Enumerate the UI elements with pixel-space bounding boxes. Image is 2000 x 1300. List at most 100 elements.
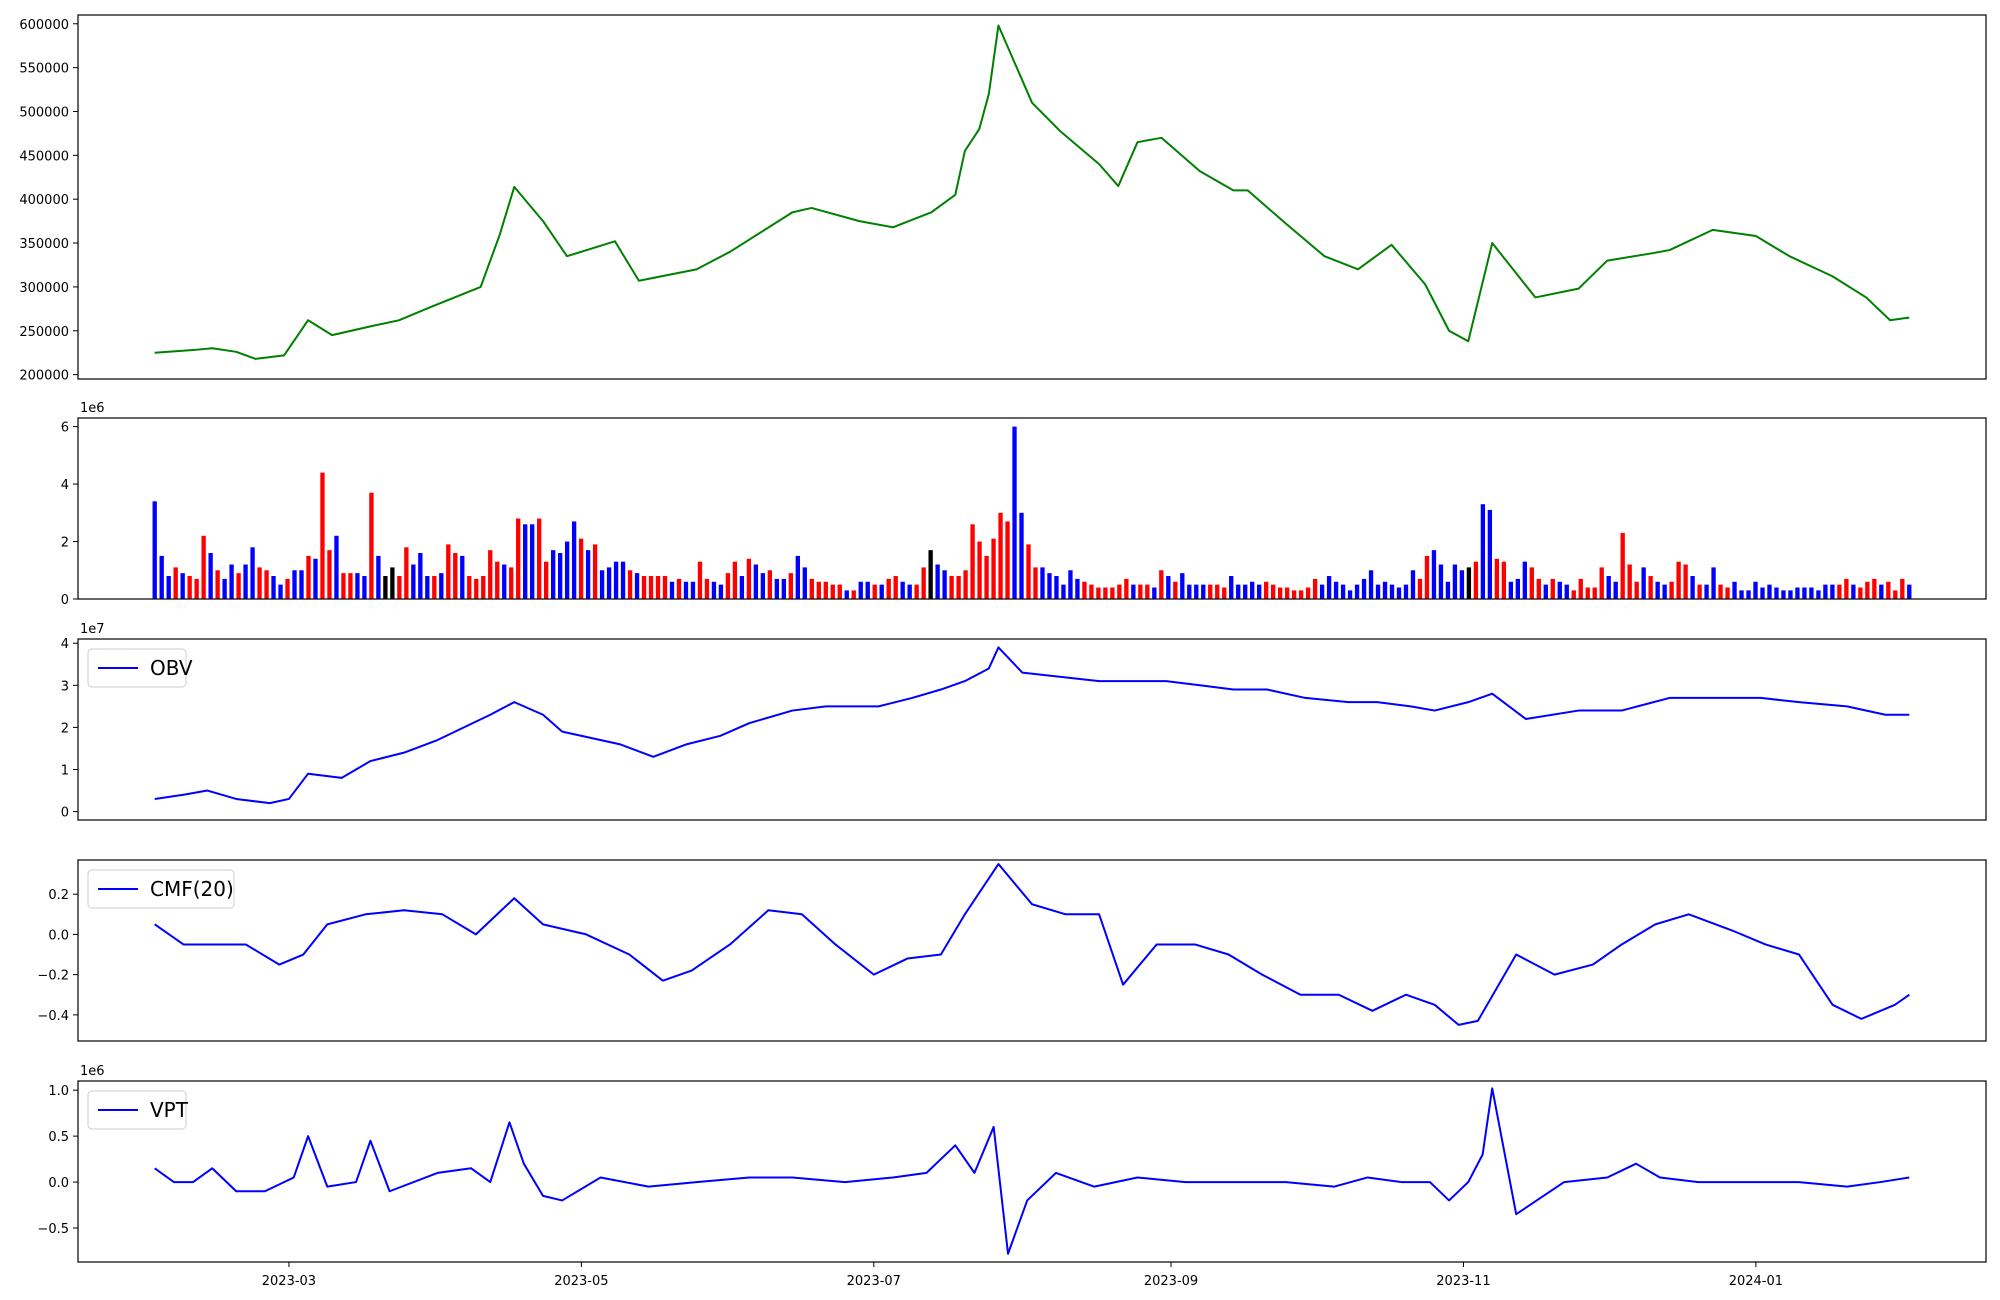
volume-bar [760, 573, 766, 599]
volume-bar [1683, 564, 1688, 599]
volume-bar [1907, 584, 1912, 599]
volume-bar [1291, 590, 1297, 599]
volume-bar [718, 584, 724, 599]
cmf-panel: −0.4 −0.2 0.0 0.2 CMF(20) [37, 859, 1987, 1042]
volume-bar [1222, 587, 1227, 599]
volume-bar [1522, 561, 1527, 599]
x-tick-label: 2023-07 [847, 1274, 901, 1289]
volume-bar [439, 573, 444, 599]
volume-bar [1180, 573, 1185, 599]
legend-box [87, 869, 235, 909]
volume-bar [1264, 581, 1269, 599]
volume-bar [1347, 590, 1353, 599]
volume-bar [1571, 590, 1576, 599]
volume-bar [264, 570, 269, 599]
volume-bar [753, 564, 759, 599]
volume-bar [781, 578, 786, 599]
volume-bar [159, 555, 164, 599]
axis-offset-label: 1e7 [80, 622, 105, 637]
volume-bar [390, 567, 395, 599]
x-tick-label: 2023-11 [1436, 1274, 1490, 1289]
volume-bar [1431, 550, 1437, 599]
y-tick-label: 450000 [19, 149, 69, 164]
legend-label: OBV [150, 656, 193, 680]
volume-bar [1795, 587, 1800, 599]
volume-bar [1746, 590, 1751, 599]
volume-bar [704, 578, 710, 599]
legend-label: CMF(20) [150, 877, 234, 901]
volume-bar [746, 558, 752, 599]
y-tick-label: −0.4 [37, 1009, 69, 1024]
volume-bar [935, 564, 940, 599]
volume-bar [788, 573, 793, 599]
volume-bar [1711, 567, 1716, 599]
volume-bar [1005, 521, 1010, 599]
volume-bar [201, 535, 206, 599]
volume-bar [1089, 584, 1094, 599]
volume-bar [1781, 590, 1786, 599]
volume-bar [725, 573, 731, 599]
volume-bar [676, 578, 682, 599]
volume-bar [1243, 584, 1248, 599]
volume-bar [1564, 584, 1569, 599]
volume-bar [1319, 584, 1325, 599]
volume-bar [1879, 584, 1884, 599]
volume-bar [1844, 578, 1849, 599]
volume-bar [173, 567, 178, 599]
volume-bar [1305, 587, 1311, 599]
volume-bar [376, 555, 381, 599]
volume-bar [341, 573, 346, 599]
volume-bar [830, 584, 835, 599]
volume-bar [1690, 576, 1695, 599]
volume-bar [1655, 581, 1660, 599]
y-tick-label: 4 [61, 478, 69, 493]
volume-bar [1739, 590, 1744, 599]
volume-bar [823, 581, 828, 599]
volume-bar [411, 564, 416, 599]
y-tick-label: 3 [61, 679, 69, 694]
volume-bar [222, 578, 227, 599]
y-tick-label: 0.5 [48, 1130, 69, 1145]
volume-bar [320, 472, 325, 599]
volume-bar [327, 550, 332, 599]
volume-bar [592, 544, 598, 599]
volume-bar [1473, 561, 1479, 599]
y-tick-label: −0.2 [37, 969, 69, 984]
volume-bar [1131, 584, 1136, 599]
volume-bar [1872, 578, 1877, 599]
volume-bar [1396, 587, 1402, 599]
volume-bar [1047, 573, 1052, 599]
volume-bar [1536, 578, 1541, 599]
volume-bar [865, 581, 870, 599]
volume-bar [369, 492, 374, 599]
volume-bar [1676, 561, 1681, 599]
volume-bar [886, 578, 891, 599]
volume-bar [1410, 570, 1416, 599]
volume-bar [1361, 578, 1367, 599]
volume-bar [516, 518, 521, 599]
volume-bar [1823, 584, 1828, 599]
volume-bar [1557, 581, 1562, 599]
volume-bar [474, 578, 479, 599]
volume-bar [236, 573, 241, 599]
y-tick-label: 550000 [19, 62, 69, 77]
volume-bar [1508, 581, 1514, 599]
volume-bar [977, 541, 982, 599]
volume-bar [1592, 587, 1597, 599]
volume-bar [1529, 567, 1534, 599]
volume-bar [1900, 578, 1905, 599]
volume-bar [1354, 584, 1360, 599]
volume-bar [1082, 581, 1087, 599]
volume-bar [1075, 578, 1080, 599]
volume-bar [851, 590, 856, 599]
volume-bar [557, 553, 563, 599]
volume-bar [425, 576, 430, 599]
volume-bar [1816, 590, 1821, 599]
y-tick-label: 500000 [19, 105, 69, 120]
volume-bar [1012, 426, 1017, 599]
volume-bar [1033, 567, 1038, 599]
axes-frame [77, 859, 1987, 1042]
volume-bar [697, 561, 703, 599]
volume-bar [956, 576, 961, 599]
volume-bar [544, 561, 549, 599]
